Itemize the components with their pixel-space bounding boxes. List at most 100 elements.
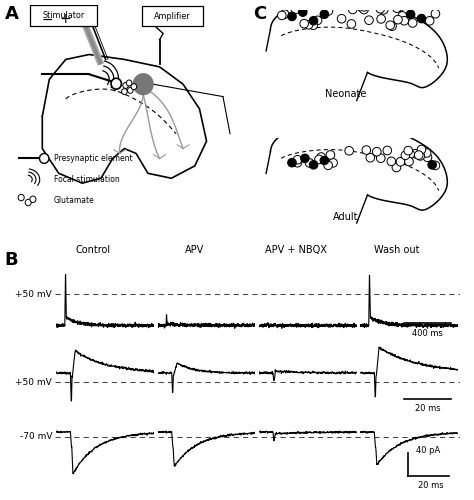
Circle shape bbox=[288, 158, 296, 167]
Circle shape bbox=[406, 10, 415, 18]
Circle shape bbox=[417, 14, 426, 23]
Circle shape bbox=[304, 20, 313, 29]
Text: A: A bbox=[5, 5, 18, 23]
Text: -70 mV: -70 mV bbox=[19, 432, 52, 442]
Circle shape bbox=[396, 158, 405, 166]
Text: −: − bbox=[41, 12, 53, 26]
Circle shape bbox=[277, 11, 286, 20]
Circle shape bbox=[25, 200, 31, 205]
Text: Wash out: Wash out bbox=[374, 245, 419, 255]
Circle shape bbox=[379, 6, 388, 14]
Circle shape bbox=[324, 161, 332, 170]
Circle shape bbox=[400, 16, 409, 25]
Circle shape bbox=[373, 148, 381, 156]
Circle shape bbox=[315, 155, 323, 164]
Circle shape bbox=[362, 146, 371, 154]
Text: B: B bbox=[5, 251, 18, 269]
Circle shape bbox=[417, 145, 426, 154]
Circle shape bbox=[18, 194, 24, 201]
Circle shape bbox=[404, 146, 412, 155]
Circle shape bbox=[320, 10, 328, 18]
Text: Focal stimulation: Focal stimulation bbox=[54, 175, 120, 184]
Circle shape bbox=[111, 78, 121, 89]
Circle shape bbox=[320, 156, 328, 165]
Text: Neonate: Neonate bbox=[325, 89, 366, 99]
Circle shape bbox=[293, 158, 302, 167]
Text: 20 ms: 20 ms bbox=[415, 404, 440, 413]
Circle shape bbox=[300, 20, 309, 28]
Text: APV: APV bbox=[185, 245, 204, 255]
Text: +: + bbox=[60, 12, 72, 26]
Circle shape bbox=[386, 21, 394, 29]
Circle shape bbox=[431, 161, 440, 170]
Circle shape bbox=[305, 158, 314, 168]
Circle shape bbox=[326, 150, 335, 159]
Circle shape bbox=[293, 156, 302, 164]
FancyBboxPatch shape bbox=[142, 6, 203, 26]
Circle shape bbox=[388, 22, 396, 30]
Circle shape bbox=[360, 5, 368, 14]
Circle shape bbox=[299, 8, 307, 16]
Circle shape bbox=[360, 2, 368, 11]
Text: 40 pA: 40 pA bbox=[417, 446, 441, 454]
Circle shape bbox=[30, 196, 36, 202]
Circle shape bbox=[392, 163, 401, 172]
FancyBboxPatch shape bbox=[30, 5, 97, 26]
Circle shape bbox=[377, 14, 385, 23]
Circle shape bbox=[411, 150, 419, 158]
Circle shape bbox=[309, 16, 318, 25]
Circle shape bbox=[376, 4, 384, 13]
Circle shape bbox=[309, 160, 318, 169]
Circle shape bbox=[416, 152, 425, 160]
Circle shape bbox=[337, 14, 346, 23]
Circle shape bbox=[280, 10, 289, 18]
Circle shape bbox=[329, 158, 337, 167]
Circle shape bbox=[408, 18, 417, 27]
Circle shape bbox=[128, 88, 133, 94]
Circle shape bbox=[126, 80, 132, 86]
Circle shape bbox=[414, 151, 423, 160]
Circle shape bbox=[357, 4, 366, 12]
Circle shape bbox=[313, 16, 322, 24]
Circle shape bbox=[428, 160, 437, 169]
Text: 20 ms: 20 ms bbox=[418, 481, 443, 490]
Text: Presynaptic element: Presynaptic element bbox=[54, 154, 133, 163]
Circle shape bbox=[383, 146, 392, 155]
Circle shape bbox=[291, 5, 300, 14]
Circle shape bbox=[422, 148, 431, 158]
Circle shape bbox=[425, 16, 434, 25]
Circle shape bbox=[365, 16, 373, 24]
Circle shape bbox=[401, 9, 410, 18]
Circle shape bbox=[131, 84, 137, 89]
Text: Control: Control bbox=[75, 245, 110, 255]
Circle shape bbox=[288, 12, 296, 20]
Circle shape bbox=[376, 154, 385, 162]
Circle shape bbox=[347, 20, 356, 28]
Circle shape bbox=[133, 74, 153, 94]
Circle shape bbox=[39, 154, 49, 164]
Circle shape bbox=[392, 4, 401, 12]
Text: C: C bbox=[254, 5, 267, 23]
Circle shape bbox=[317, 152, 326, 162]
Circle shape bbox=[345, 146, 354, 155]
Circle shape bbox=[406, 150, 414, 158]
Text: +50 mV: +50 mV bbox=[15, 290, 52, 299]
Text: Adult: Adult bbox=[333, 212, 359, 222]
Text: Glutamate: Glutamate bbox=[54, 196, 95, 205]
Circle shape bbox=[401, 151, 410, 160]
Circle shape bbox=[309, 21, 318, 29]
Circle shape bbox=[122, 88, 127, 94]
Circle shape bbox=[423, 153, 432, 162]
Circle shape bbox=[405, 157, 413, 166]
Text: 400 ms: 400 ms bbox=[412, 328, 443, 338]
Circle shape bbox=[348, 5, 357, 14]
Circle shape bbox=[366, 154, 374, 162]
Circle shape bbox=[387, 157, 396, 166]
Circle shape bbox=[393, 16, 402, 24]
Text: Amplifier: Amplifier bbox=[154, 12, 191, 21]
Circle shape bbox=[398, 12, 407, 20]
Text: APV + NBQX: APV + NBQX bbox=[264, 245, 327, 255]
Text: Stimulator: Stimulator bbox=[42, 10, 84, 20]
Circle shape bbox=[324, 6, 333, 15]
Text: +50 mV: +50 mV bbox=[15, 378, 52, 387]
